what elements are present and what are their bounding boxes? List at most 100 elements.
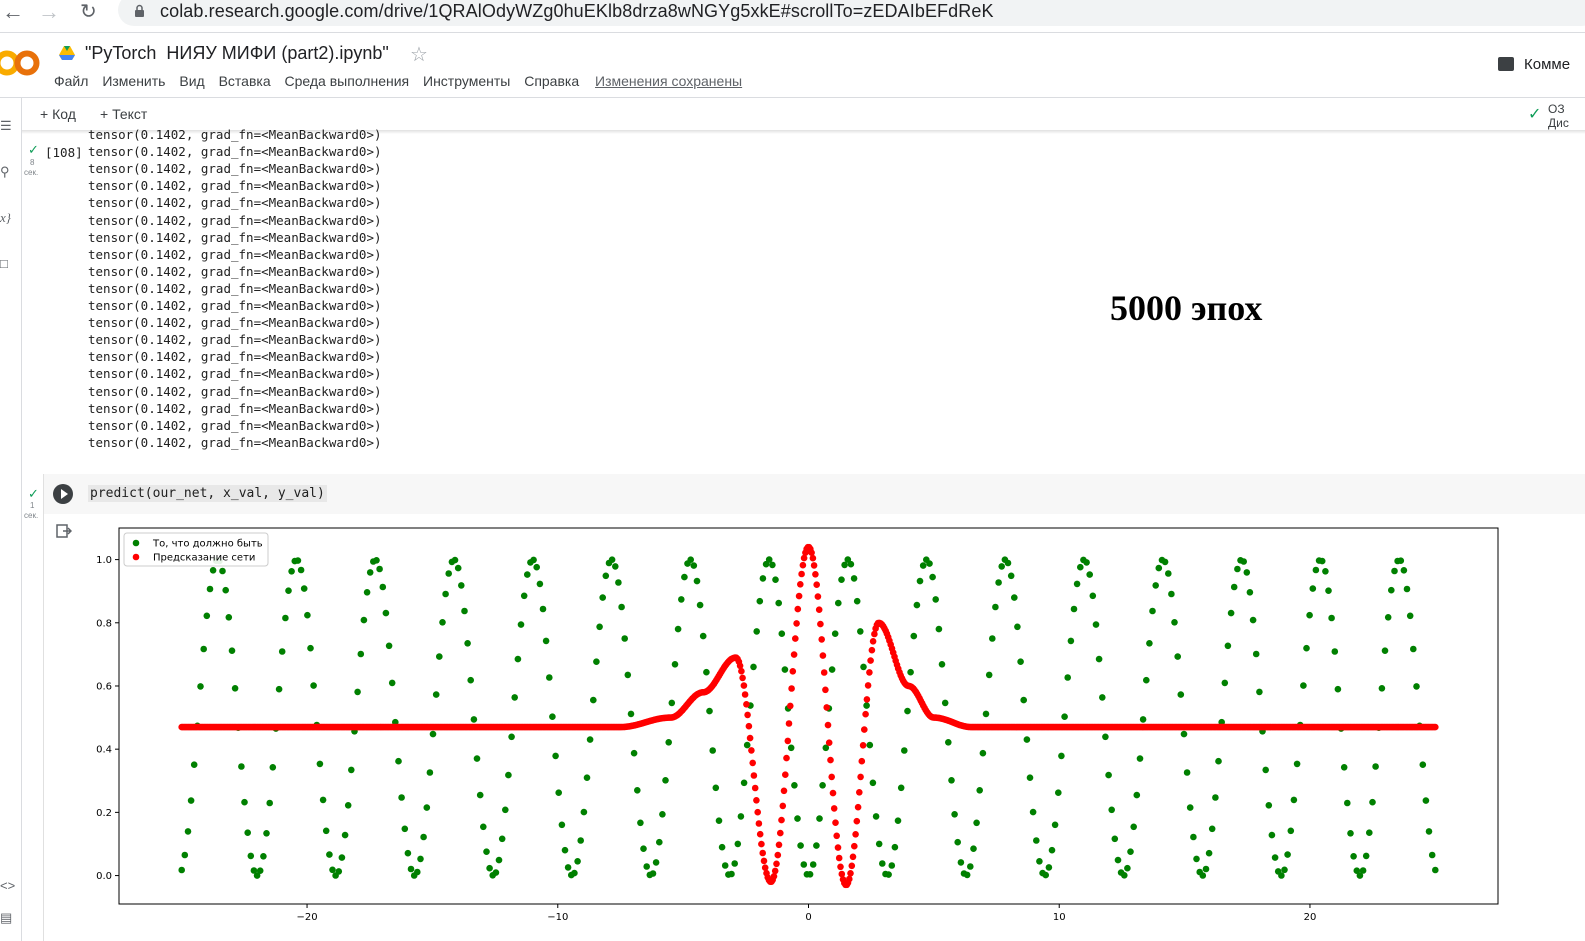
green-point	[530, 556, 537, 564]
green-point	[1388, 586, 1395, 594]
output-actions-icon[interactable]	[56, 524, 72, 538]
green-point	[1391, 567, 1398, 575]
green-point	[901, 747, 908, 754]
forward-arrow-icon[interactable]: →	[38, 0, 60, 24]
output-line: tensor(0.1402, grad_fn=<MeanBackward0>)	[88, 417, 382, 433]
green-point	[1064, 674, 1071, 681]
red-point	[783, 754, 790, 762]
green-point	[759, 575, 767, 582]
menu-runtime[interactable]: Среда выполнения	[284, 73, 410, 89]
url-text[interactable]: colab.research.google.com/drive/1QRAlOdy…	[160, 1, 994, 21]
green-point	[520, 592, 528, 600]
green-point	[329, 866, 336, 874]
run-cell-button[interactable]	[53, 484, 73, 504]
green-point	[209, 567, 217, 574]
colab-logo[interactable]	[0, 48, 40, 78]
green-point	[184, 828, 192, 835]
green-point	[1014, 623, 1021, 631]
save-status-link[interactable]: Изменения сохранены	[595, 73, 743, 89]
red-point	[859, 742, 867, 749]
menu-file[interactable]: Файл	[54, 73, 89, 89]
run-duration-unit: сек.	[24, 511, 39, 520]
menu-view[interactable]: Вид	[179, 73, 205, 89]
menu-edit[interactable]: Изменить	[102, 73, 166, 89]
red-point	[753, 797, 760, 804]
green-point	[357, 650, 365, 658]
red-point	[760, 857, 768, 865]
green-point	[505, 771, 512, 779]
toc-icon[interactable]: ☰	[0, 118, 12, 133]
green-point	[963, 871, 971, 879]
menu-tools[interactable]: Инструменты	[423, 73, 511, 89]
green-point	[712, 784, 720, 792]
green-point	[464, 640, 471, 647]
green-point	[1105, 771, 1112, 779]
green-point	[652, 859, 660, 866]
green-point	[879, 860, 886, 867]
green-point	[1325, 587, 1332, 594]
green-point	[385, 642, 393, 650]
comments-button[interactable]: Комме	[1498, 56, 1570, 73]
drive-icon[interactable]	[59, 46, 75, 60]
connected-check-icon: ✓	[1528, 106, 1542, 123]
green-point	[926, 560, 933, 567]
address-bar[interactable]	[118, 0, 1585, 26]
green-point	[555, 789, 562, 796]
menu-insert[interactable]: Вставка	[218, 73, 271, 89]
green-point	[1077, 563, 1084, 571]
back-arrow-icon[interactable]: ←	[2, 0, 24, 24]
green-point	[1419, 761, 1427, 768]
green-point	[247, 852, 255, 860]
green-point	[571, 869, 578, 877]
reload-icon[interactable]: ↻	[80, 1, 97, 23]
green-point	[1428, 851, 1436, 859]
green-point	[916, 577, 924, 585]
green-point	[800, 861, 808, 868]
add-code-button[interactable]: + Код	[40, 106, 76, 122]
red-point	[780, 787, 788, 795]
variables-icon[interactable]: x}	[0, 210, 11, 225]
green-point	[1036, 858, 1043, 865]
green-point	[1378, 685, 1386, 692]
green-point	[470, 716, 478, 723]
green-point	[231, 685, 239, 692]
green-point	[681, 573, 688, 581]
red-point	[830, 805, 838, 812]
red-point	[808, 549, 815, 556]
green-point	[806, 871, 814, 878]
green-point	[1127, 848, 1134, 855]
search-icon[interactable]: ⚲	[0, 164, 10, 179]
green-point	[656, 838, 663, 846]
terminal-icon[interactable]: ▤	[0, 910, 13, 925]
green-point	[850, 575, 858, 582]
add-text-button[interactable]: + Текст	[100, 106, 148, 122]
green-point	[454, 564, 462, 572]
green-point	[621, 635, 628, 642]
green-point	[1359, 867, 1367, 874]
files-icon[interactable]: □	[0, 256, 8, 271]
green-point	[335, 868, 343, 875]
green-point	[979, 749, 987, 757]
menu-help[interactable]: Справка	[524, 73, 580, 89]
green-point	[1347, 830, 1354, 837]
green-point	[945, 739, 952, 746]
notebook-title[interactable]: "PyTorch НИЯУ МИФИ (part2).ipynb"	[85, 43, 389, 63]
red-point	[835, 854, 843, 862]
green-point	[929, 573, 936, 581]
code-editor[interactable]: predict(our_net, x_val, y_val)	[88, 485, 327, 502]
green-point	[932, 596, 939, 603]
green-point	[1202, 865, 1210, 873]
red-point	[756, 830, 764, 838]
red-point	[866, 669, 873, 676]
red-point	[794, 605, 802, 613]
green-point	[1312, 566, 1320, 574]
green-point	[1268, 831, 1276, 839]
green-point	[564, 864, 572, 871]
red-point	[788, 685, 795, 692]
output-line: tensor(0.1402, grad_fn=<MeanBackward0>)	[88, 212, 382, 228]
star-icon[interactable]: ☆	[410, 44, 428, 66]
green-point	[241, 798, 248, 806]
green-point	[1271, 854, 1279, 861]
green-point	[951, 811, 958, 818]
code-snippets-icon[interactable]: <>	[0, 878, 16, 893]
